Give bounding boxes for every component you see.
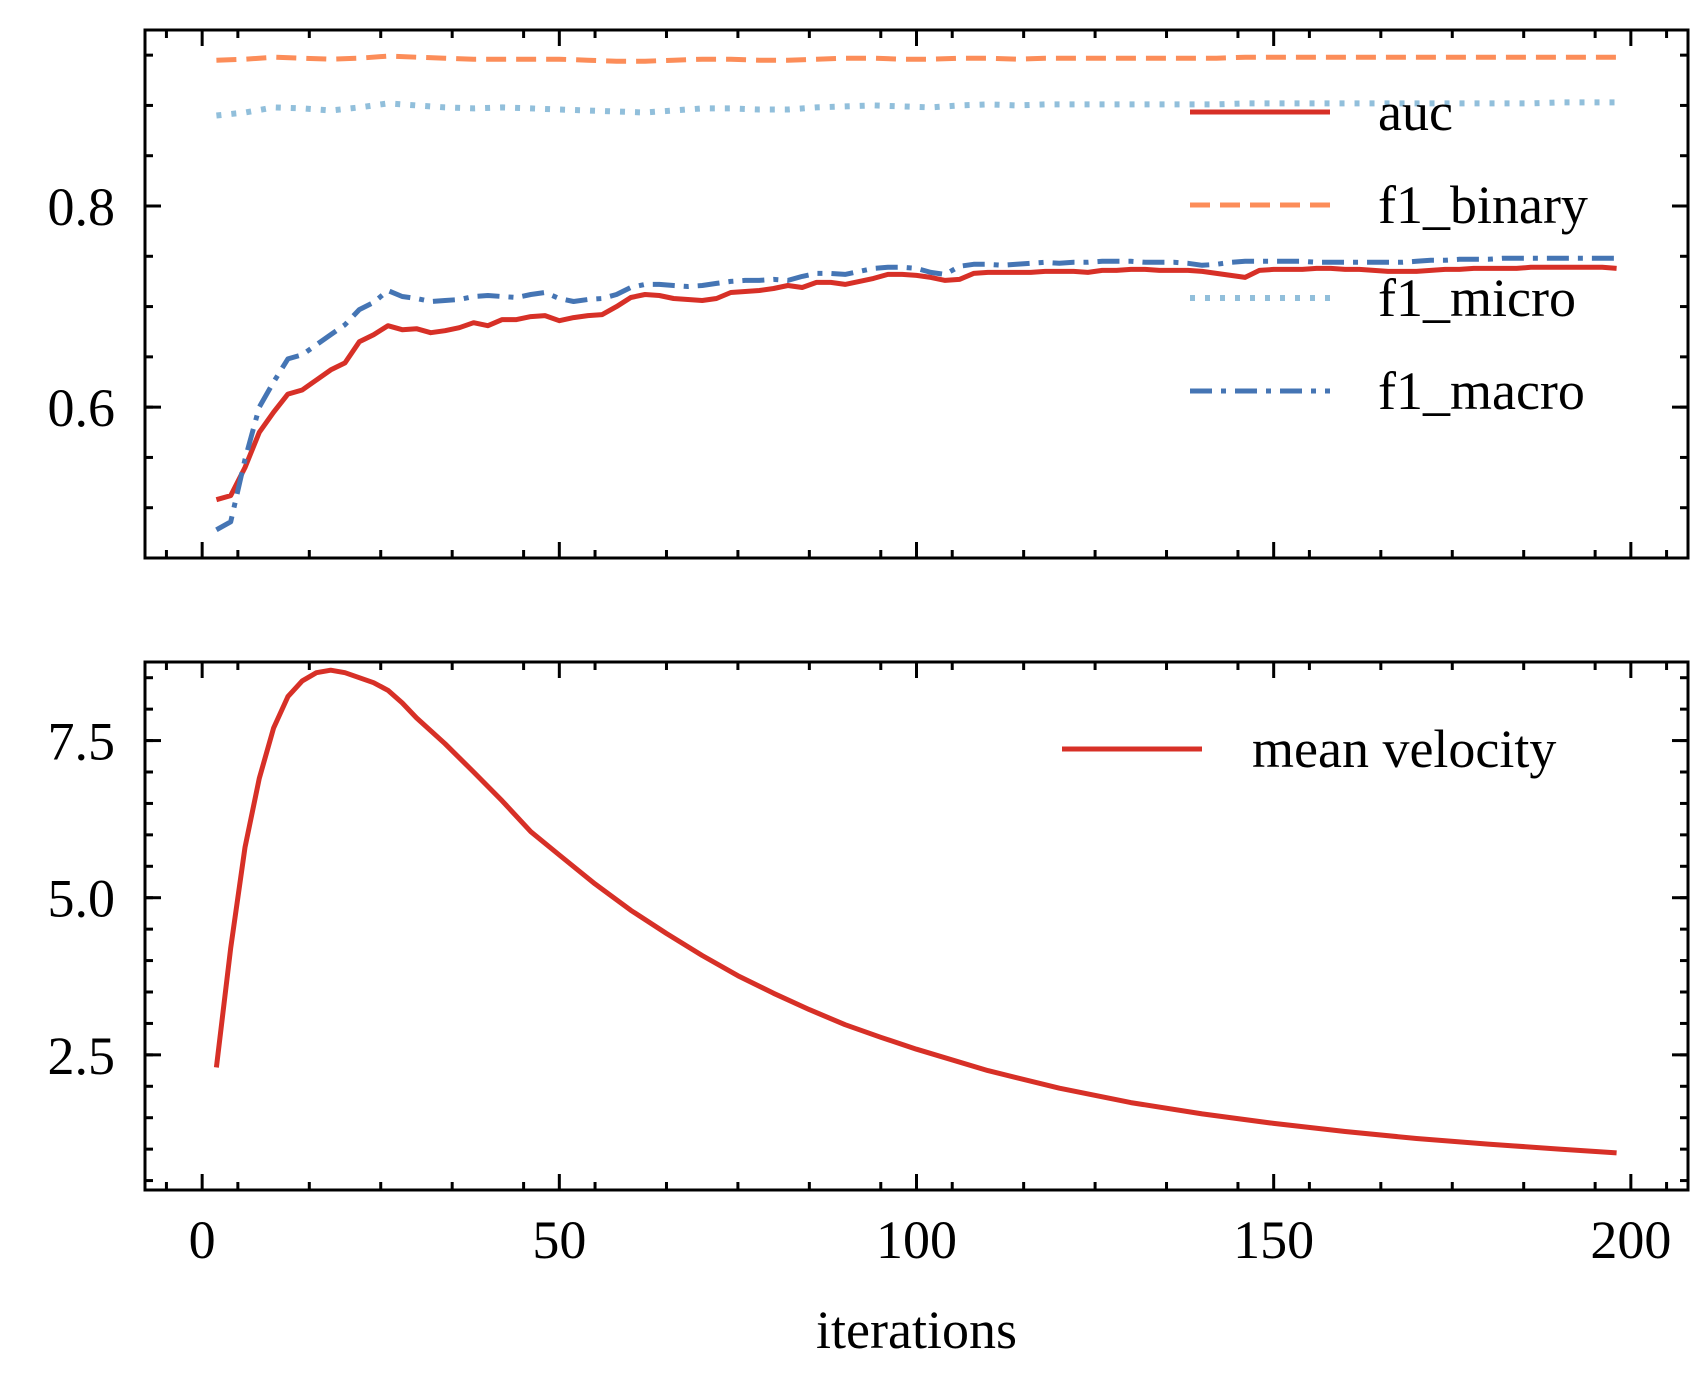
- legend-label-1: f1_binary: [1378, 175, 1588, 235]
- y-tick-label: 2.5: [48, 1026, 116, 1086]
- top-series-line-3: [215, 255, 1617, 532]
- legend-label-0: mean velocity: [1252, 719, 1556, 779]
- legend-label-2: f1_micro: [1378, 268, 1576, 328]
- top-series-line-0: [215, 264, 1617, 503]
- y-tick-label: 0.6: [48, 378, 116, 438]
- x-tick-label: 200: [1590, 1210, 1671, 1270]
- x-tick-label: 150: [1233, 1210, 1314, 1270]
- x-tick-label: 50: [532, 1210, 586, 1270]
- y-tick-label: 0.8: [48, 177, 116, 237]
- y-tick-label: 5.0: [48, 869, 116, 929]
- bottom-velocity-panel: 0 50 100 150 200 2.5 5.0 7.5 mean velocity iterat…: [48, 660, 1690, 1360]
- top-legend: auc f1_binary f1_micro f1_macro: [1190, 82, 1588, 421]
- bottom-series-line-0: [213, 667, 1617, 1156]
- bottom-legend: mean velocity: [1062, 719, 1556, 779]
- x-tick-label: 100: [876, 1210, 957, 1270]
- x-tick-label: 0: [189, 1210, 216, 1270]
- legend-label-0: auc: [1378, 82, 1453, 142]
- legend-label-3: f1_macro: [1378, 361, 1585, 421]
- top-series-line-1: [216, 53, 1617, 64]
- x-axis-label: iterations: [816, 1300, 1017, 1360]
- y-tick-label: 7.5: [48, 712, 116, 772]
- top-metrics-panel: 0.6 0.8 auc f1_binary f1_micro f1_macro: [48, 28, 1690, 560]
